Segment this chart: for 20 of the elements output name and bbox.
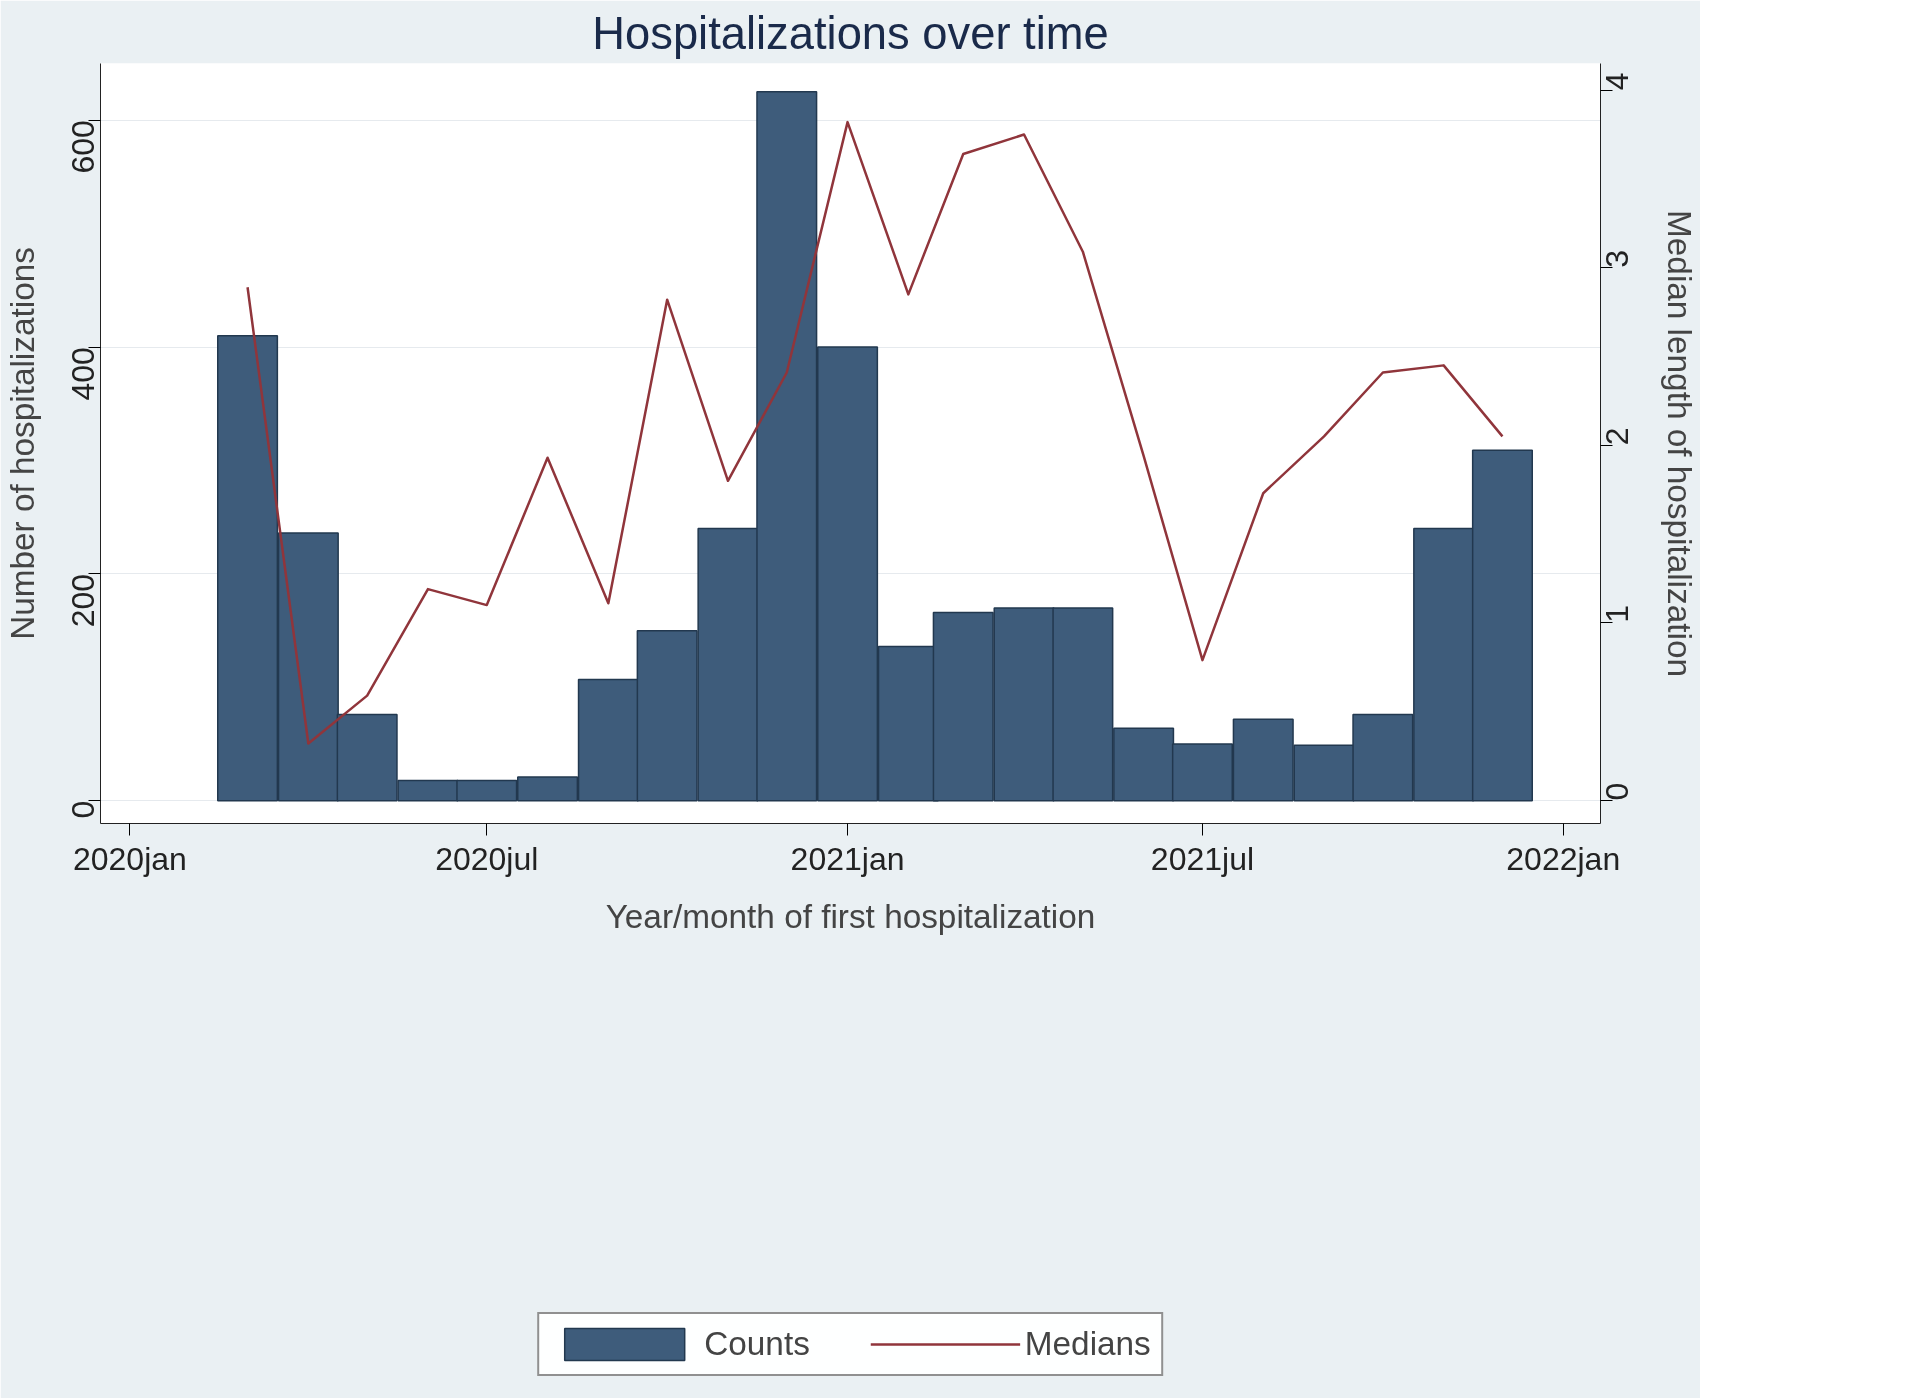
- legend-label: Medians: [1024, 1325, 1151, 1363]
- y2-tick-label: 1: [1599, 605, 1636, 623]
- x-tick-label: 2021jul: [1150, 840, 1255, 877]
- y2-axis-title: Median length of hospitalization: [1660, 210, 1698, 677]
- legend-label: Counts: [704, 1325, 810, 1363]
- x-tick-label: 2020jul: [435, 840, 539, 877]
- x-tick-label: 2020jan: [72, 840, 187, 877]
- y2-tick-label: 0: [1599, 782, 1636, 801]
- y2-tick-label: 2: [1599, 427, 1636, 446]
- y2-tick-label: 4: [1599, 72, 1636, 91]
- x-tick-label: 2022jan: [1506, 840, 1621, 877]
- x-tick-label: 2021jan: [790, 840, 905, 877]
- y-tick-label: 400: [65, 347, 102, 401]
- y2-tick-label: 3: [1599, 249, 1636, 268]
- y-tick-label: 0: [65, 800, 102, 819]
- y-axis-title: Number of hospitalizations: [3, 247, 41, 640]
- y-tick-label: 200: [65, 573, 102, 628]
- chart-title: Hospitalizations over time: [592, 7, 1109, 59]
- y-tick-label: 600: [65, 120, 102, 174]
- x-axis-title: Year/month of first hospitalization: [605, 897, 1096, 935]
